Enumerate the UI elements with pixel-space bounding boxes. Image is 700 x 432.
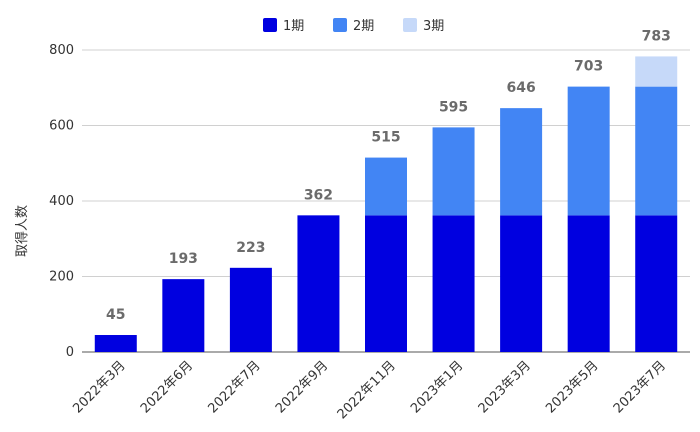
x-tick-label: 2022年11月	[335, 358, 399, 422]
legend-label: 1期	[283, 19, 304, 34]
legend-item-series-3[interactable]: 3期	[403, 18, 444, 34]
bar-total-label: 45	[106, 307, 125, 323]
legend-item-series-1[interactable]: 1期	[263, 18, 304, 34]
bar-total-label: 515	[371, 130, 400, 146]
y-axis: 0 200 400 600 800	[49, 43, 74, 360]
bar-segment-series-2[interactable]	[432, 127, 475, 216]
legend-label: 2期	[353, 19, 374, 34]
bar-segment-series-1[interactable]	[635, 215, 678, 352]
legend-swatch	[263, 18, 277, 32]
legend[interactable]: 1期 2期 3期	[263, 18, 444, 34]
y-axis-label: 取得人数	[14, 205, 30, 257]
x-tick-label: 2022年6月	[138, 358, 196, 416]
y-tick-label: 0	[66, 345, 74, 360]
bar-segment-series-1[interactable]	[297, 215, 340, 352]
bar-segment-series-1[interactable]	[229, 267, 272, 352]
x-tick-label: 2023年5月	[543, 358, 601, 416]
bar-total-label: 362	[304, 187, 333, 203]
legend-swatch	[333, 18, 347, 32]
bar-total-label: 646	[506, 80, 535, 96]
x-tick-label: 2022年7月	[205, 358, 263, 416]
bar-segment-series-2[interactable]	[500, 108, 543, 216]
x-tick-label: 2022年3月	[70, 358, 128, 416]
y-tick-label: 400	[49, 194, 74, 209]
x-tick-label: 2023年7月	[611, 358, 669, 416]
y-tick-label: 600	[49, 119, 74, 134]
bar-segment-series-2[interactable]	[635, 86, 678, 216]
bar-total-label: 703	[574, 59, 603, 75]
x-tick-label: 2023年3月	[476, 358, 534, 416]
legend-item-series-2[interactable]: 2期	[333, 18, 374, 34]
bar-segment-series-1[interactable]	[567, 215, 610, 352]
bar-total-label: 783	[642, 28, 671, 44]
bar-segment-series-2[interactable]	[567, 86, 610, 216]
bar-total-label: 595	[439, 99, 468, 115]
bar-segment-series-2[interactable]	[365, 157, 407, 216]
bar-total-label: 193	[169, 251, 198, 267]
bar-segment-series-1[interactable]	[432, 215, 475, 352]
bar-segment-series-1[interactable]	[500, 215, 543, 352]
x-axis: 2022年3月 2022年6月 2022年7月 2022年9月 2022年11月 2023…	[70, 358, 669, 422]
x-tick-label: 2023年1月	[408, 358, 466, 416]
x-tick-label: 2022年9月	[273, 358, 331, 416]
y-tick-label: 200	[49, 270, 74, 285]
legend-label: 3期	[423, 19, 444, 34]
bar-segment-series-1[interactable]	[94, 335, 137, 352]
y-tick-label: 800	[49, 43, 74, 58]
bar-total-label: 223	[236, 240, 265, 256]
bar-segment-series-3[interactable]	[635, 56, 678, 87]
legend-swatch	[403, 18, 417, 32]
data-labels: 45 193 223 362 515 595 646 703 783	[106, 28, 671, 323]
bar-segment-series-1[interactable]	[365, 215, 407, 352]
bar-segment-series-1[interactable]	[162, 279, 205, 352]
bars	[94, 56, 678, 352]
